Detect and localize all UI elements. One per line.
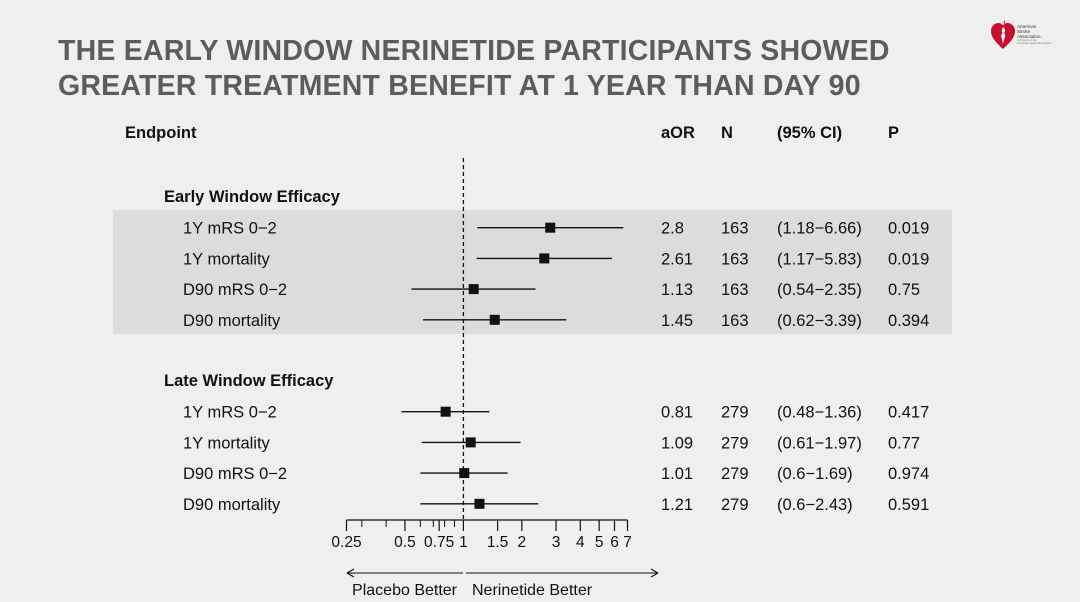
placebo-arrowhead xyxy=(346,568,355,578)
endpoint-label: 1Y mRS 0−2 xyxy=(183,220,277,238)
p-value: 0.974 xyxy=(888,465,929,483)
x-tick-label: 6 xyxy=(610,534,619,551)
n-value: 163 xyxy=(721,220,749,238)
aor-value: 2.8 xyxy=(661,220,684,238)
ci-value: (0.48−1.36) xyxy=(777,404,862,422)
aor-value: 1.45 xyxy=(661,312,693,330)
point-estimate-marker xyxy=(465,437,476,448)
logo-text-line-3: Association. xyxy=(1017,34,1042,39)
group-label: Late Window Efficacy xyxy=(164,372,334,390)
slide-title: THE EARLY WINDOW NERINETIDE PARTICIPANTS… xyxy=(58,34,978,104)
x-tick-label: 5 xyxy=(595,534,604,551)
ci-value: (0.54−2.35) xyxy=(777,281,862,299)
endpoint-label: 1Y mRS 0−2 xyxy=(183,404,277,422)
p-value: 0.77 xyxy=(888,434,920,452)
column-header-p: P xyxy=(888,124,899,142)
endpoint-label: 1Y mortality xyxy=(183,434,271,452)
endpoint-label: 1Y mortality xyxy=(183,250,271,268)
point-estimate-marker xyxy=(459,468,470,479)
aor-value: 0.81 xyxy=(661,404,693,422)
highlight-band xyxy=(113,210,952,334)
heart-torch-icon xyxy=(991,20,1015,49)
point-estimate-marker xyxy=(489,314,500,325)
x-tick-label: 2 xyxy=(518,534,527,551)
p-value: 0.019 xyxy=(888,220,929,238)
point-estimate-marker xyxy=(468,284,479,295)
aor-value: 1.09 xyxy=(661,434,693,452)
x-tick-label: 1 xyxy=(459,534,468,551)
p-value: 0.417 xyxy=(888,404,929,422)
endpoint-label: D90 mortality xyxy=(183,312,281,330)
aor-value: 2.61 xyxy=(661,250,693,268)
point-estimate-marker xyxy=(440,406,451,417)
x-tick-label: 0.25 xyxy=(331,534,361,551)
logo-text-line-2: Stroke xyxy=(1017,29,1031,34)
endpoint-label: D90 mRS 0−2 xyxy=(183,281,287,299)
n-value: 279 xyxy=(721,404,749,422)
american-stroke-association-logo: American Stroke Association. A division … xyxy=(990,19,1060,55)
point-estimate-marker xyxy=(545,222,556,233)
nerinetide-arrowhead xyxy=(650,568,659,578)
x-tick-label: 4 xyxy=(576,534,585,551)
n-value: 163 xyxy=(721,250,749,268)
logo-text-line-4: A division of the xyxy=(1017,38,1037,42)
logo-text-line-1: American xyxy=(1017,24,1037,29)
p-value: 0.75 xyxy=(888,281,920,299)
slide-title-line-2: GREATER TREATMENT BENEFIT AT 1 YEAR THAN… xyxy=(58,70,861,102)
p-value: 0.591 xyxy=(888,496,929,514)
x-tick-label: 1.5 xyxy=(487,534,509,551)
endpoint-label: D90 mRS 0−2 xyxy=(183,465,287,483)
n-value: 279 xyxy=(721,434,749,452)
group-label: Early Window Efficacy xyxy=(164,188,341,206)
endpoint-label: D90 mortality xyxy=(183,496,281,514)
column-header-ci: (95% CI) xyxy=(777,124,842,142)
point-estimate-marker xyxy=(474,498,485,509)
ci-value: (0.6−1.69) xyxy=(777,465,853,483)
ci-value: (1.17−5.83) xyxy=(777,250,862,268)
direction-label-left: Placebo Better xyxy=(352,582,458,599)
ci-value: (0.6−2.43) xyxy=(777,496,853,514)
n-value: 163 xyxy=(721,312,749,330)
ci-value: (1.18−6.66) xyxy=(777,220,862,238)
x-tick-label: 0.5 xyxy=(394,534,416,551)
ci-value: (0.62−3.39) xyxy=(777,312,862,330)
column-header-n: N xyxy=(721,124,733,142)
p-value: 0.394 xyxy=(888,312,929,330)
aor-value: 1.13 xyxy=(661,281,693,299)
ci-value: (0.61−1.97) xyxy=(777,434,862,452)
slide-title-line-1: THE EARLY WINDOW NERINETIDE PARTICIPANTS… xyxy=(58,35,890,67)
n-value: 279 xyxy=(721,496,749,514)
n-value: 279 xyxy=(721,465,749,483)
n-value: 163 xyxy=(721,281,749,299)
direction-label-right: Nerinetide Better xyxy=(472,582,593,599)
logo-wordmark: American Stroke Association. A division … xyxy=(1017,24,1051,46)
point-estimate-marker xyxy=(539,253,550,264)
aor-value: 1.01 xyxy=(661,465,693,483)
aor-value: 1.21 xyxy=(661,496,693,514)
column-header-endpoint: Endpoint xyxy=(125,124,197,142)
x-tick-label: 3 xyxy=(552,534,561,551)
p-value: 0.019 xyxy=(888,250,929,268)
x-tick-label: 0.75 xyxy=(424,534,454,551)
column-header-aor: aOR xyxy=(661,124,695,142)
x-tick-label: 7 xyxy=(623,534,632,551)
logo-text-line-5: American Heart Association xyxy=(1017,41,1052,46)
